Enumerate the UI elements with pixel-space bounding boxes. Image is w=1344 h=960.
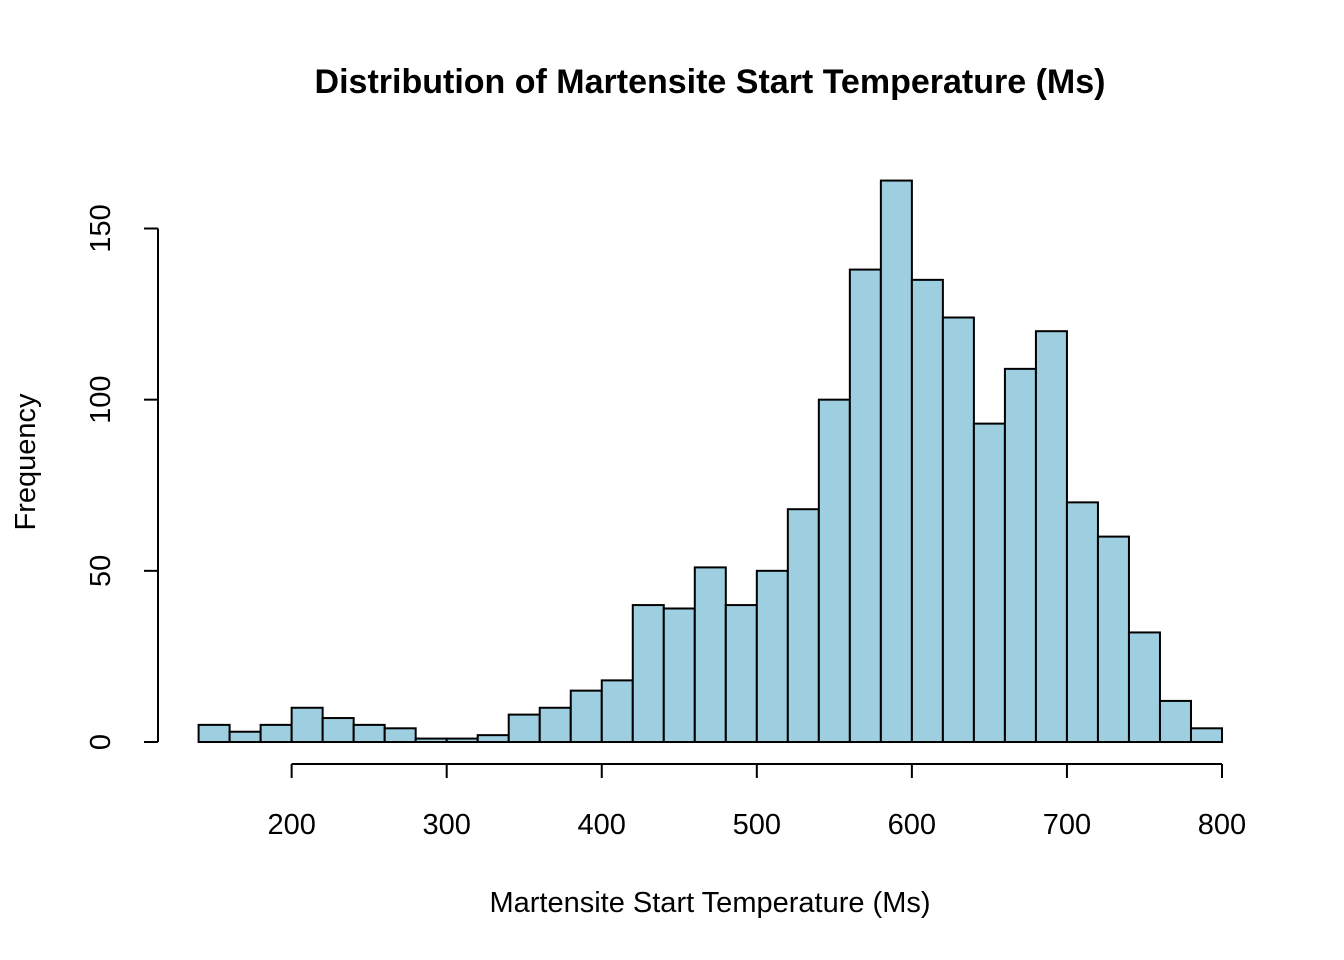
y-tick-label: 100 <box>85 375 117 423</box>
x-tick-label: 300 <box>423 809 471 841</box>
x-tick-label: 200 <box>267 809 315 841</box>
histogram-bar <box>1034 330 1068 743</box>
x-tick-label: 700 <box>1043 809 1091 841</box>
histogram-bar <box>1127 631 1161 744</box>
histogram-bar <box>693 566 727 743</box>
histogram-bar <box>1189 727 1223 743</box>
histogram-bar <box>1158 699 1192 743</box>
x-axis-label: Martensite Start Temperature (Ms) <box>489 887 930 919</box>
x-tick-label: 800 <box>1198 809 1246 841</box>
histogram-bar <box>600 679 634 744</box>
histogram-bar <box>879 179 913 743</box>
histogram-bar <box>910 278 944 743</box>
histogram-bar <box>352 723 386 744</box>
x-tick-label: 500 <box>733 809 781 841</box>
histogram-bar <box>817 398 851 743</box>
y-tick-label: 0 <box>85 734 117 750</box>
histogram-bar <box>445 737 479 744</box>
x-axis: 200 300 400 500 600 700 800 <box>267 763 1246 841</box>
histogram-bar <box>755 569 789 744</box>
y-tick-label: 150 <box>85 204 117 252</box>
x-tick-label: 400 <box>578 809 626 841</box>
histogram-bar <box>321 717 355 743</box>
histogram-bar <box>1003 367 1037 743</box>
histogram-bar <box>662 607 696 743</box>
histogram-bar <box>972 422 1006 743</box>
chart-title: Distribution of Martensite Start Tempera… <box>315 63 1106 101</box>
histogram-bar <box>197 723 231 744</box>
histogram-bar <box>383 727 417 743</box>
x-tick-label: 600 <box>888 809 936 841</box>
histogram-bar <box>228 730 262 743</box>
histogram-bar <box>569 689 603 744</box>
histogram-bar <box>724 604 758 743</box>
bars-group <box>197 179 1223 744</box>
histogram-bar <box>259 723 293 744</box>
y-axis: 0 50 100 150 <box>85 204 159 750</box>
histogram-bar <box>290 706 324 744</box>
y-tick-label: 50 <box>85 555 117 587</box>
histogram-bar <box>631 604 665 743</box>
histogram-bar <box>941 316 975 743</box>
histogram-bar <box>476 734 510 744</box>
histogram-bar <box>414 737 448 744</box>
histogram-bar <box>1096 535 1130 743</box>
histogram-bar <box>848 268 882 743</box>
histogram-bar <box>538 706 572 744</box>
y-axis-label: Frequency <box>10 393 42 531</box>
histogram-bar <box>507 713 541 743</box>
histogram-bar <box>786 508 820 743</box>
histogram-bar <box>1065 501 1099 743</box>
